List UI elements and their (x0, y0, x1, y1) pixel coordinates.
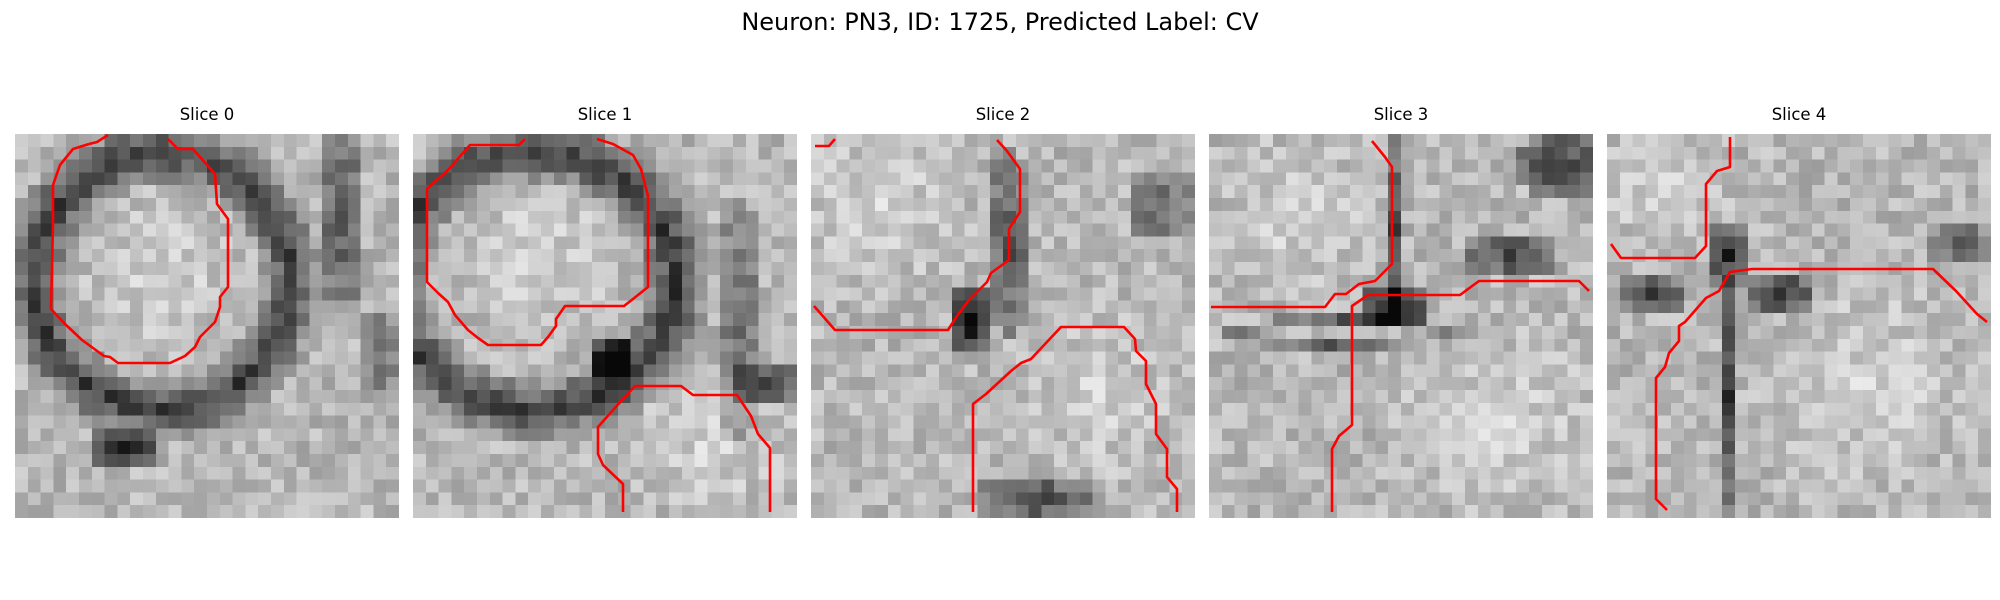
contour-line (49, 138, 230, 365)
slice-image-1 (413, 134, 797, 518)
slice-panel-3: Slice 3 (1209, 104, 1593, 518)
segmentation-contour-overlay (813, 138, 1179, 512)
segmentation-contour-overlay (1211, 140, 1590, 512)
slice-image-3 (1209, 134, 1593, 518)
slice-title: Slice 1 (577, 105, 633, 124)
slice-title: Slice 4 (1771, 105, 1827, 124)
grayscale-em-image (1607, 134, 1991, 518)
contour-line (425, 137, 650, 347)
contour-line (596, 384, 772, 512)
segmentation-contour-overlay (425, 137, 772, 512)
slice-image-2 (811, 134, 1195, 518)
contour-line (971, 325, 1179, 512)
figure-title: Neuron: PN3, ID: 1725, Predicted Label: … (741, 8, 1259, 36)
grayscale-em-image (413, 134, 797, 518)
contour-line (1330, 279, 1590, 512)
grayscale-em-image (15, 134, 399, 518)
slice-image-4 (1607, 134, 1991, 518)
contour-line (1211, 140, 1394, 309)
slice-panel-1: Slice 1 (413, 104, 797, 518)
contour-line (815, 138, 836, 148)
grayscale-em-image (811, 134, 1195, 518)
slice-panel-2: Slice 2 (811, 104, 1195, 518)
segmentation-contour-overlay (1609, 137, 1988, 511)
contour-line (1654, 267, 1988, 511)
contour-line (1609, 137, 1732, 260)
slice-image-0 (15, 134, 399, 518)
slice-title: Slice 0 (179, 105, 235, 124)
contour-line (88, 134, 109, 146)
slice-panel-4: Slice 4 (1607, 104, 1991, 518)
segmentation-contour-overlay (49, 134, 230, 365)
slice-title: Slice 2 (975, 105, 1031, 124)
grayscale-em-image (1209, 134, 1593, 518)
slice-panel-0: Slice 0 (15, 104, 399, 518)
contour-line (813, 139, 1022, 332)
slice-title: Slice 3 (1373, 105, 1429, 124)
